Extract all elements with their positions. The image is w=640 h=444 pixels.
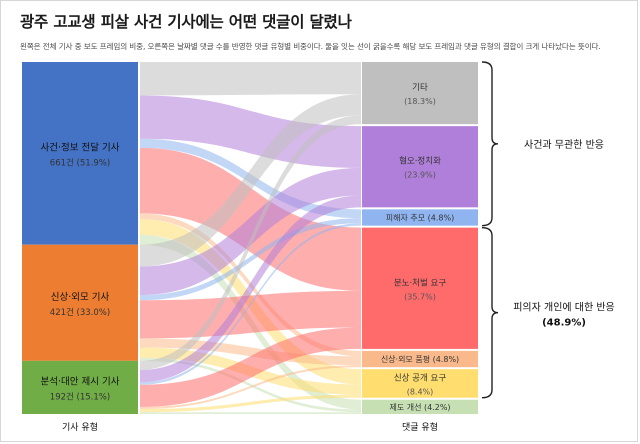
- sankey-link: [140, 218, 361, 301]
- target-node-4: [362, 227, 478, 349]
- target-node-pct: (35.7%): [404, 292, 436, 301]
- source-node-count: 192건 (15.1%): [50, 391, 110, 402]
- target-node-label: 혐오·정치화: [399, 156, 441, 167]
- source-node-1: [22, 62, 138, 245]
- target-node-label: 분노·처벌 요구: [394, 277, 447, 288]
- target-node-pct: (8.4%): [407, 387, 434, 396]
- sankey-link: [140, 290, 361, 339]
- source-node-count: 421건 (33.0%): [50, 307, 110, 318]
- source-node-label: 분석·대안 제시 기사: [41, 376, 120, 387]
- target-node-label: 신상·외모 품평 (4.8%): [381, 354, 459, 364]
- source-node-2: [22, 244, 138, 361]
- chart-subtitle: 왼쪽은 전체 기사 중 보도 프레임의 비중, 오른쪽은 날짜별 댓글 수를 반…: [20, 42, 601, 51]
- left-axis-label: 기사 유형: [62, 422, 98, 433]
- group-label: 피의자 개인에 대한 반응: [513, 302, 615, 314]
- sankey-link: [140, 412, 361, 414]
- group-bracket-1: [481, 61, 499, 227]
- sankey-link: [140, 365, 361, 410]
- sankey-link: [140, 195, 361, 383]
- target-node-5: [362, 350, 478, 368]
- sankey-link: [140, 94, 361, 267]
- target-node-label: 신상 공개 요구: [394, 372, 447, 383]
- source-node-count: 661건 (51.9%): [50, 157, 110, 168]
- group-label: 사건과 무관한 반응: [524, 139, 604, 151]
- sankey-link: [140, 62, 361, 96]
- right-axis-label: 댓글 유형: [402, 422, 438, 433]
- target-node-pct: (23.9%): [404, 171, 436, 180]
- target-node-7: [362, 399, 478, 414]
- target-node-2: [362, 126, 478, 208]
- sankey-link: [140, 338, 361, 366]
- target-node-label: 피해자 추모 (4.8%): [386, 212, 454, 222]
- sankey-link: [140, 223, 361, 385]
- sankey-link: [140, 358, 361, 413]
- sankey-link: [140, 394, 361, 413]
- target-node-3: [362, 209, 478, 226]
- group-sub-label: (48.9%): [542, 318, 586, 329]
- source-node-label: 신상·외모 기사: [51, 291, 110, 303]
- target-node-6: [362, 369, 478, 398]
- sankey-nodes: [22, 62, 478, 414]
- target-node-label: 기타: [412, 83, 428, 93]
- sankey-link: [140, 167, 361, 296]
- source-node-3: [22, 360, 138, 414]
- source-node-label: 사건·정보 전달 기사: [41, 141, 120, 153]
- chart-title: 광주 고교생 피살 사건 기사에는 어떤 댓글이 달렸나: [20, 13, 352, 31]
- sankey-link: [140, 115, 361, 370]
- target-node-pct: (18.3%): [404, 97, 436, 106]
- sankey-link: [140, 327, 361, 407]
- target-node-1: [362, 62, 478, 125]
- sankey-labels: 사건·정보 전달 기사 661건 (51.9%) 신상·외모 기사 421건 (33.…: [41, 83, 460, 433]
- group-bracket-2: [481, 226, 499, 399]
- sankey-links: [140, 62, 361, 414]
- target-node-label: 제도 개선 (4.2%): [389, 402, 450, 412]
